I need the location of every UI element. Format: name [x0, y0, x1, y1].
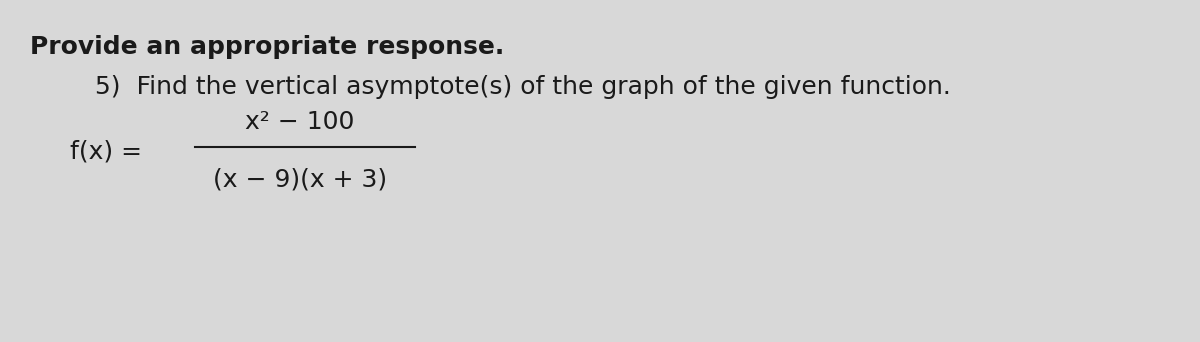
- Text: f(x) =: f(x) =: [70, 140, 142, 164]
- Text: 5)  Find the vertical asymptote(s) of the graph of the given function.: 5) Find the vertical asymptote(s) of the…: [95, 75, 950, 99]
- Text: Provide an appropriate response.: Provide an appropriate response.: [30, 35, 504, 59]
- Text: (x − 9)(x + 3): (x − 9)(x + 3): [212, 168, 388, 192]
- Text: x² − 100: x² − 100: [245, 110, 355, 134]
